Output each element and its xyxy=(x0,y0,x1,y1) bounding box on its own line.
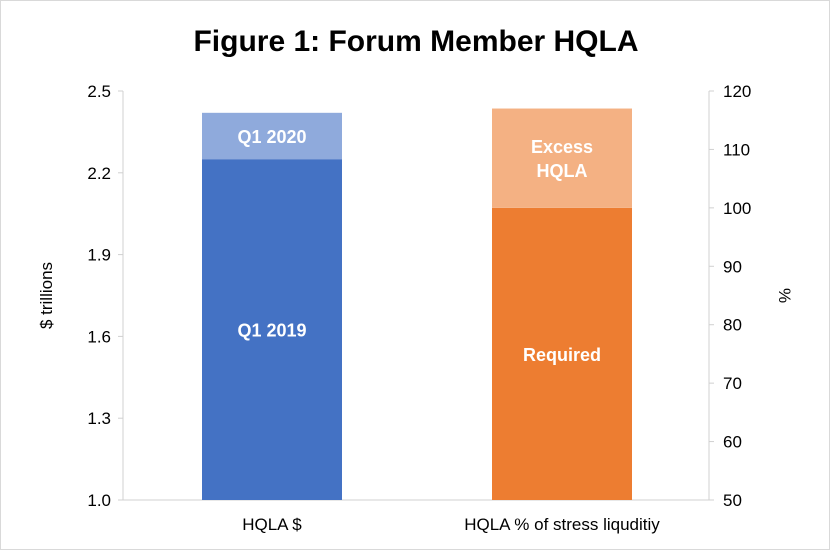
bar-segment-label: Q1 2020 xyxy=(237,127,306,147)
right-tick-label: 80 xyxy=(723,316,742,335)
left-tick-label: 1.0 xyxy=(87,491,111,510)
right-tick-label: 60 xyxy=(723,433,742,452)
right-tick-label: 100 xyxy=(723,199,751,218)
left-tick-label: 2.5 xyxy=(87,82,111,101)
left-tick-label: 2.2 xyxy=(87,164,111,183)
right-tick-label: 50 xyxy=(723,491,742,510)
category-label: HQLA % of stress liquditiy xyxy=(464,515,660,534)
bar-segment-label: Required xyxy=(523,345,601,365)
bar-segment-label: Q1 2019 xyxy=(237,321,306,341)
chart-title: Figure 1: Forum Member HQLA xyxy=(193,25,638,58)
bar-segment-required xyxy=(492,207,632,500)
left-axis-title: $ trillions xyxy=(37,262,56,329)
right-tick-label: 70 xyxy=(723,374,742,393)
bar-segment-q1-2020 xyxy=(202,112,342,160)
right-tick-label: 90 xyxy=(723,257,742,276)
bar-segment-excess-hqla xyxy=(492,108,632,208)
left-tick-label: 1.6 xyxy=(87,327,111,346)
plot-area: 1.0 1.3 1.6 1.9 2.2 2.5 50 60 70 80 90 100 110 120 $ t… xyxy=(37,82,794,534)
left-tick-label: 1.9 xyxy=(87,246,111,265)
bar-segment-q1-2019 xyxy=(202,159,342,500)
right-tick-label: 120 xyxy=(723,82,751,101)
bar-segment-label: Excess HQLA xyxy=(531,137,593,181)
right-tick-label: 110 xyxy=(723,140,750,159)
left-tick-label: 1.3 xyxy=(87,409,111,428)
category-label: HQLA $ xyxy=(242,515,302,534)
right-axis-title: % xyxy=(775,288,794,303)
